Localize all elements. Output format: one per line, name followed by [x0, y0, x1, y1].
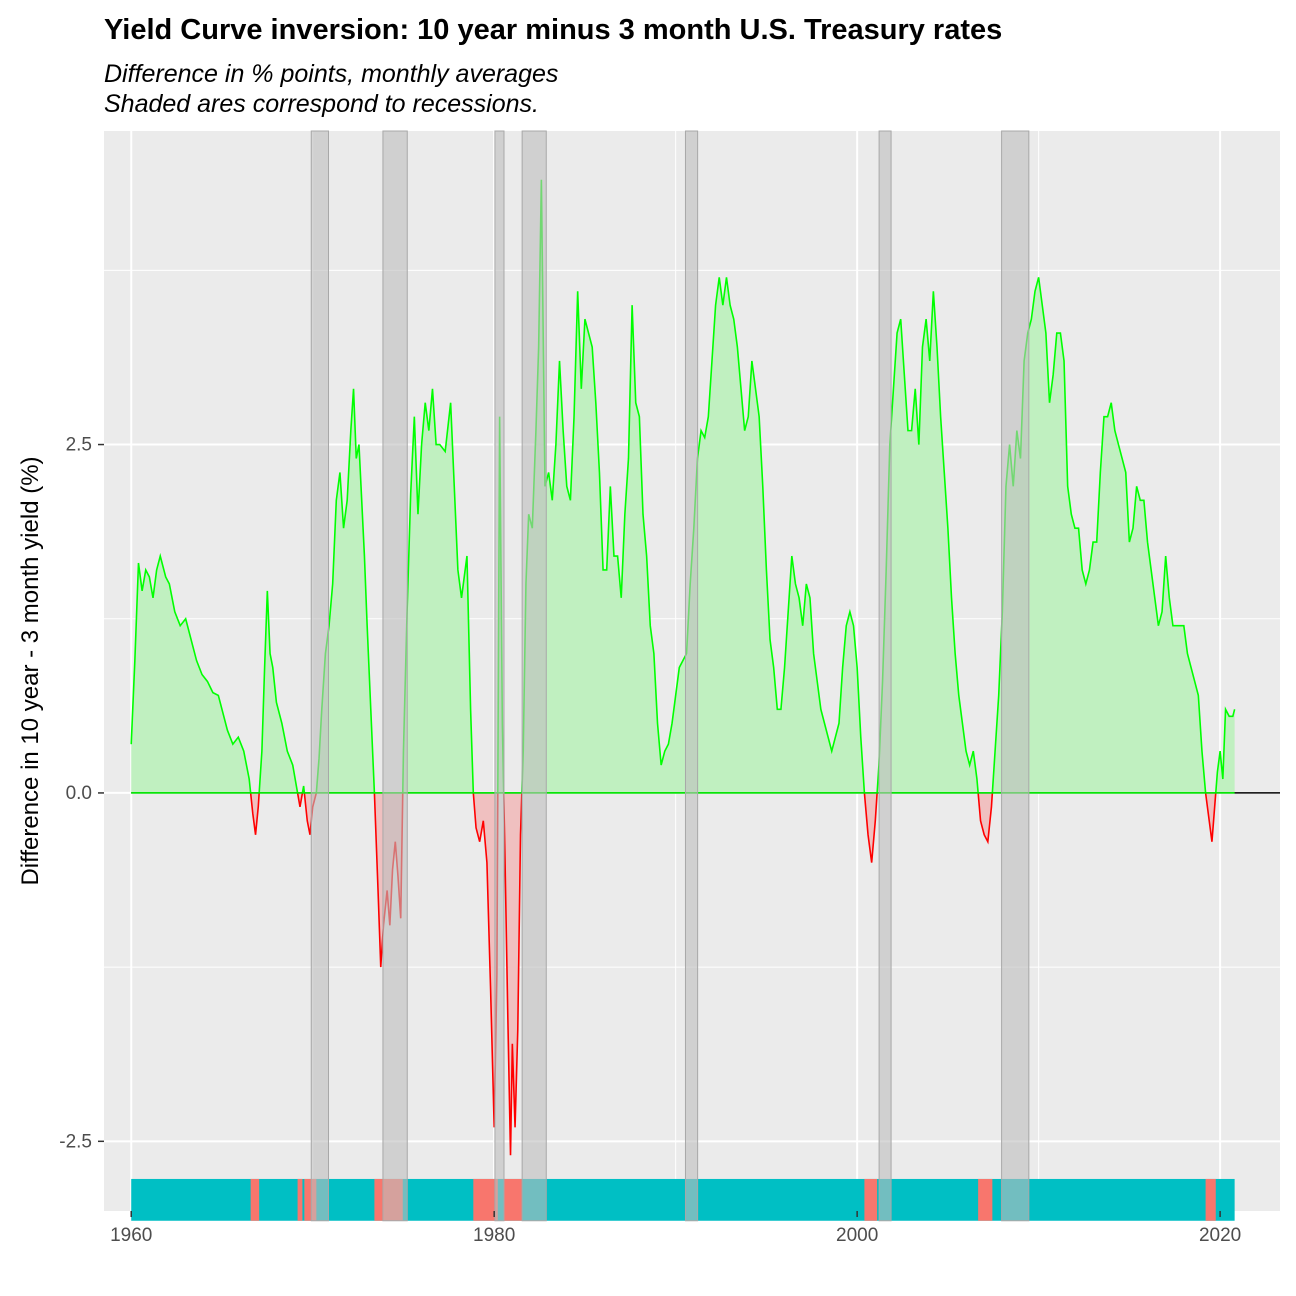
positive-line	[301, 785, 306, 794]
strip-inverted	[1205, 1178, 1216, 1221]
recession-band	[310, 130, 329, 1222]
negative-line	[977, 792, 994, 845]
recession-band	[382, 130, 408, 1222]
positive-area	[1215, 709, 1235, 793]
recession-band	[521, 130, 547, 1222]
chart-subtitle-line-1: Difference in % points, monthly averages	[104, 60, 558, 88]
y-tick-label: 0.0	[66, 783, 92, 804]
positive-line	[258, 590, 299, 794]
strip-inverted	[864, 1178, 878, 1221]
negative-area	[250, 792, 260, 835]
x-tick-label: 2000	[836, 1225, 878, 1246]
recession-band	[494, 130, 505, 1222]
positive-area	[521, 179, 865, 793]
positive-area	[402, 388, 474, 793]
negative-line	[296, 792, 304, 808]
positive-line	[401, 388, 475, 793]
recession-band	[878, 130, 892, 1222]
negative-area	[503, 792, 522, 1156]
positive-line	[130, 552, 252, 794]
strip-inverted	[503, 1178, 522, 1221]
chart-title: Yield Curve inversion: 10 year minus 3 m…	[104, 14, 1002, 46]
strip-inverted	[304, 1178, 317, 1221]
axes: 1960 1980 2000 2020 -2.5 0.0 2.5	[59, 435, 1241, 1246]
negative-line	[502, 792, 523, 1156]
positive-area	[316, 388, 375, 793]
x-tick-label: 1960	[110, 1225, 152, 1246]
recession-band	[684, 130, 699, 1222]
negative-line	[249, 792, 260, 835]
inversion-strip	[131, 1178, 1235, 1221]
strip-inverted	[250, 1178, 260, 1221]
negative-area	[473, 792, 498, 1128]
yield-spread-area	[131, 179, 1235, 1156]
positive-line	[876, 291, 979, 794]
y-tick-label: 2.5	[66, 435, 92, 456]
positive-area	[131, 556, 251, 793]
negative-line	[863, 792, 878, 863]
strip-inverted	[297, 1178, 303, 1221]
yield-spread-line	[130, 130, 1280, 1222]
positive-area	[877, 291, 979, 793]
positive-area	[992, 277, 1206, 793]
negative-area	[1205, 792, 1216, 842]
negative-line	[1204, 792, 1217, 842]
strip-base	[131, 1178, 1235, 1221]
x-tick-label: 2020	[1199, 1225, 1241, 1246]
recession-band	[1001, 130, 1030, 1222]
x-tick-label: 1980	[473, 1225, 515, 1246]
y-tick-label: -2.5	[59, 1131, 92, 1152]
strip-inverted	[978, 1178, 993, 1221]
y-axis-title: Difference in 10 year - 3 month yield (%…	[17, 456, 44, 885]
chart-subtitle-line-2: Shaded ares correspond to recessions.	[104, 90, 539, 118]
positive-line	[1214, 706, 1236, 793]
negative-area	[864, 792, 878, 863]
